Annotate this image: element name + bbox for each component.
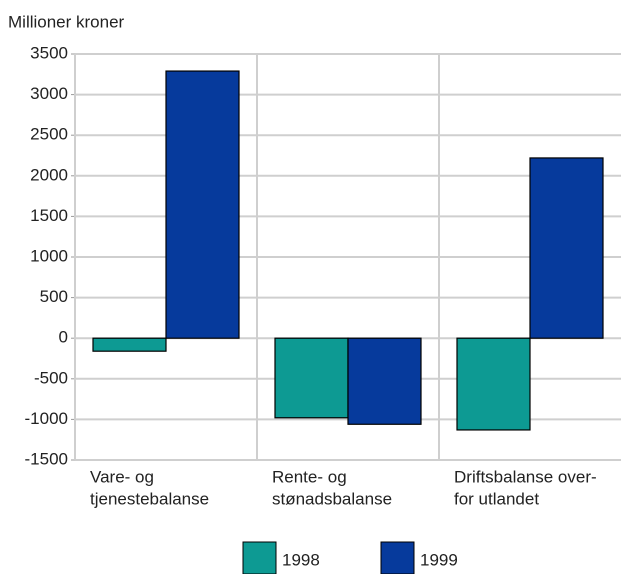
x-tick-label: Rente- og: [272, 467, 347, 486]
bar: [92, 337, 167, 352]
x-tick-label: Driftsbalanse over-: [454, 467, 597, 486]
x-tick-label: tjenestebalanse: [90, 489, 209, 508]
legend-swatch: [242, 541, 277, 574]
bar: [347, 337, 422, 425]
y-tick-label: 1000: [30, 246, 68, 265]
y-tick-label: 3000: [30, 84, 68, 103]
y-tick-label: 3500: [30, 43, 68, 62]
bar: [529, 157, 604, 339]
y-tick-label: 500: [40, 287, 68, 306]
y-tick-label: -1000: [25, 409, 68, 428]
bar: [274, 337, 349, 419]
y-tick-label: -500: [34, 368, 68, 387]
x-tick-label: for utlandet: [454, 489, 539, 508]
x-tick-label: stønadsbalanse: [272, 489, 392, 508]
y-tick-label: 2000: [30, 165, 68, 184]
y-axis-label: Millioner kroner: [8, 12, 125, 31]
legend-label: 1999: [420, 550, 458, 569]
x-tick-label: Vare- og: [90, 467, 154, 486]
bar: [456, 337, 531, 431]
y-tick-label: -1500: [25, 449, 68, 468]
y-tick-label: 2500: [30, 125, 68, 144]
y-tick-label: 0: [59, 328, 68, 347]
y-tick-label: 1500: [30, 206, 68, 225]
legend-label: 1998: [282, 550, 320, 569]
legend-swatch: [380, 541, 415, 574]
bar: [165, 70, 240, 339]
